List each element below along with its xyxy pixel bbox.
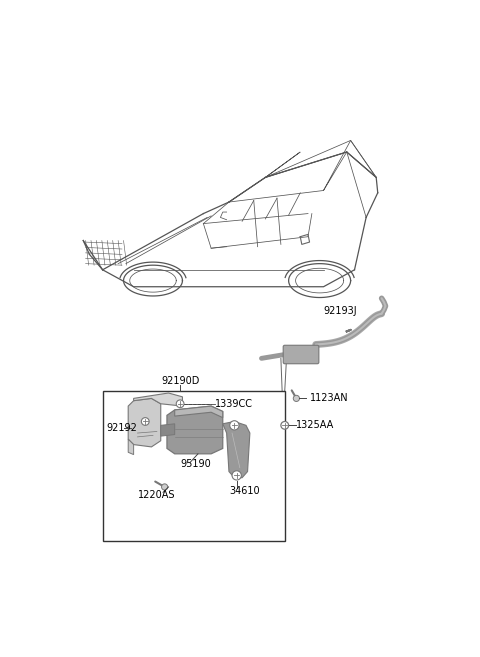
Text: 92193J: 92193J: [324, 306, 357, 317]
Circle shape: [232, 471, 241, 480]
Polygon shape: [161, 424, 175, 436]
Circle shape: [162, 484, 168, 490]
Text: 34610: 34610: [229, 486, 260, 496]
Circle shape: [293, 396, 300, 401]
Polygon shape: [128, 439, 133, 455]
Text: 92190D: 92190D: [161, 376, 199, 386]
Text: 1123AN: 1123AN: [310, 394, 348, 403]
Text: 1220AS: 1220AS: [137, 489, 175, 499]
Circle shape: [142, 418, 149, 425]
Circle shape: [176, 400, 184, 407]
Text: 95190: 95190: [180, 459, 211, 469]
Polygon shape: [223, 422, 250, 478]
Polygon shape: [128, 398, 161, 447]
Circle shape: [230, 420, 239, 430]
Polygon shape: [133, 393, 182, 406]
FancyBboxPatch shape: [283, 346, 319, 364]
Polygon shape: [175, 406, 223, 418]
Text: 1339CC: 1339CC: [215, 399, 253, 409]
Bar: [103, 391, 285, 541]
Text: 92192: 92192: [107, 422, 137, 433]
Text: 1325AA: 1325AA: [296, 420, 335, 430]
Polygon shape: [167, 406, 223, 454]
Circle shape: [281, 422, 288, 429]
